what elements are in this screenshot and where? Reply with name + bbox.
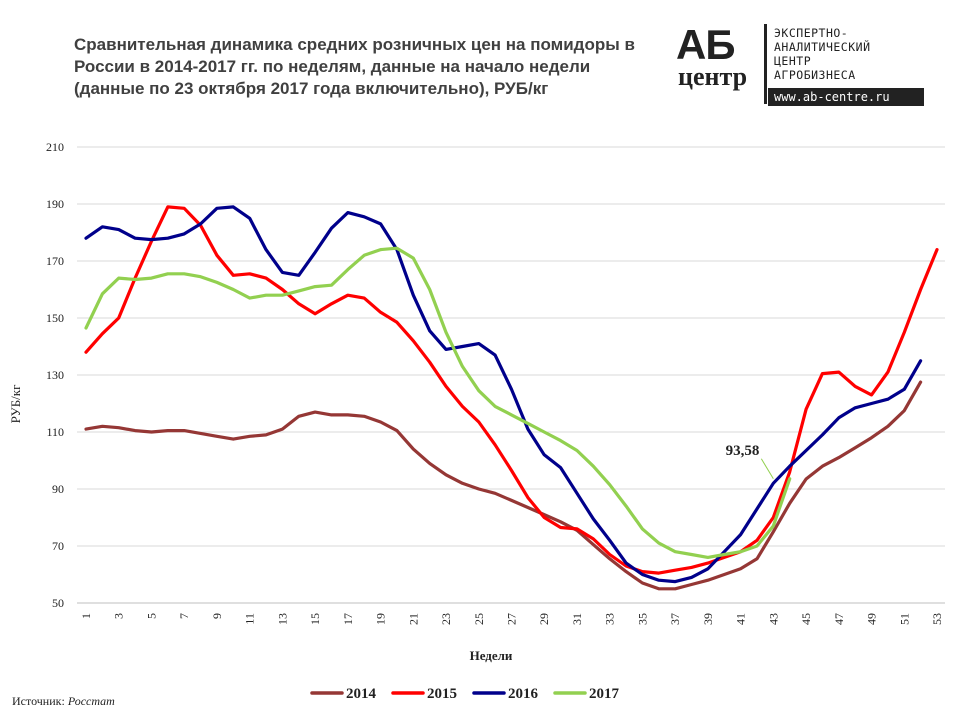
logo-text-block: ЭКСПЕРТНО- АНАЛИТИЧЕСКИЙ ЦЕНТР АГРОБИЗНЕ… <box>774 26 871 82</box>
legend-label-2015: 2015 <box>427 686 457 702</box>
chart-title: Сравнительная динамика средних розничных… <box>74 35 635 98</box>
series-line-2015 <box>84 205 939 575</box>
x-tick-label: 11 <box>243 613 257 625</box>
x-tick-label: 47 <box>832 613 846 625</box>
x-tick-label: 7 <box>177 613 191 619</box>
x-tick-label: 43 <box>766 613 780 625</box>
y-tick-label: 130 <box>46 368 64 382</box>
x-tick-label: 53 <box>930 613 944 625</box>
x-tick-label: 35 <box>635 613 649 625</box>
x-tick-label: 15 <box>308 613 322 625</box>
x-tick-label: 23 <box>439 613 453 625</box>
logo-line-2: АНАЛИТИЧЕСКИЙ <box>774 40 871 54</box>
y-tick-label: 50 <box>52 596 64 610</box>
x-tick-label: 13 <box>275 613 289 625</box>
logo-line-1: ЭКСПЕРТНО- <box>774 26 849 40</box>
logo-line-4: АГРОБИЗНЕСА <box>774 68 856 82</box>
source-name: Росстат <box>67 694 115 708</box>
x-tick-label: 9 <box>210 613 224 619</box>
legend-label-2014: 2014 <box>346 686 377 702</box>
logo-centr-mark: центр <box>678 62 748 91</box>
x-tick-label: 39 <box>701 613 715 625</box>
x-tick-label: 41 <box>734 613 748 625</box>
ab-centre-logo: АБ центр ЭКСПЕРТНО- АНАЛИТИЧЕСКИЙ ЦЕНТР … <box>676 24 926 110</box>
x-tick-label: 33 <box>603 613 617 625</box>
logo-ab-mark: АБ <box>676 21 736 68</box>
x-tick-label: 31 <box>570 613 584 625</box>
y-axis-title: РУБ/кг <box>8 385 23 424</box>
y-tick-label: 110 <box>46 425 64 439</box>
y-tick-label: 70 <box>52 539 64 553</box>
logo-line-3: ЦЕНТР <box>774 54 812 68</box>
y-tick-label: 150 <box>46 311 64 325</box>
x-tick-label: 37 <box>668 613 682 625</box>
x-tick-label: 51 <box>897 613 911 625</box>
series-line-2014 <box>84 380 923 591</box>
source-note: Источник: Росстат <box>12 694 115 709</box>
series-line-2016 <box>84 205 923 584</box>
x-tick-label: 27 <box>505 613 519 625</box>
x-tick-label: 17 <box>341 613 355 625</box>
x-tick-label: 29 <box>537 613 551 625</box>
x-axis-title: Недели <box>470 648 513 663</box>
logo-url: www.ab-centre.ru <box>768 88 924 106</box>
x-tick-label: 3 <box>112 613 126 619</box>
x-tick-label: 25 <box>472 613 486 625</box>
logo-divider <box>764 24 767 104</box>
source-label: Источник: <box>12 694 65 708</box>
y-tick-label: 170 <box>46 254 64 268</box>
y-tick-label: 90 <box>52 482 64 496</box>
x-tick-label: 21 <box>406 613 420 625</box>
annotation-label: 93,58 <box>726 443 760 459</box>
legend-label-2016: 2016 <box>508 686 539 702</box>
x-tick-label: 1 <box>79 613 93 619</box>
y-tick-label: 210 <box>46 140 64 154</box>
legend-label-2017: 2017 <box>589 686 620 702</box>
annotation-leader-line <box>760 458 774 480</box>
x-tick-label: 19 <box>374 613 388 625</box>
x-tick-label: 45 <box>799 613 813 625</box>
series-line-2017 <box>84 246 792 560</box>
x-tick-label: 49 <box>865 613 879 625</box>
x-tick-label: 5 <box>144 613 158 619</box>
y-tick-label: 190 <box>46 197 64 211</box>
